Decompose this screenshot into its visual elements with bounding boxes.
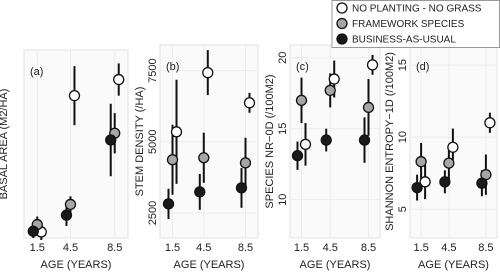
point [239, 157, 252, 169]
y-axis-title: STEM DENSITY (/HA) [134, 87, 146, 197]
y-tick-label: 20 [277, 52, 289, 64]
point [235, 182, 248, 194]
point [443, 157, 455, 169]
point [170, 126, 183, 138]
y-axis-title: BASAL AREA (M2/HA) [0, 89, 10, 200]
legend-marker [336, 33, 348, 45]
point [162, 198, 175, 210]
x-tick-label: 4.5 [323, 242, 338, 254]
point [328, 73, 340, 85]
x-axis-title: AGE (YEARS) [174, 259, 245, 271]
y-tick-label: 5000 [147, 130, 159, 154]
x-tick-label: 8.5 [478, 242, 493, 254]
point [295, 94, 308, 106]
legend-label: BUSINESS-AS-USUAL [352, 35, 456, 46]
point [411, 181, 423, 194]
point [166, 154, 179, 166]
y-tick-label: 7500 [147, 58, 159, 82]
y-axis-title: SPECIES NR−0D (/100M2) [264, 74, 276, 208]
point [194, 186, 206, 198]
x-axis-title: AGE (YEARS) [300, 259, 371, 271]
point [68, 90, 81, 102]
point [202, 66, 214, 79]
y-tick-label: 15 [397, 59, 409, 71]
point [60, 209, 73, 221]
point [324, 84, 336, 97]
x-tick-label: 8.5 [107, 242, 122, 254]
legend-marker [336, 17, 348, 30]
x-axis-title: AGE (YEARS) [41, 259, 112, 271]
point [243, 97, 256, 109]
x-tick-label: 8.5 [238, 242, 253, 254]
point [291, 150, 304, 162]
point [362, 101, 375, 114]
panel-label: (c) [296, 61, 309, 73]
point [358, 134, 371, 146]
point [439, 176, 451, 188]
point [484, 117, 496, 129]
point [299, 138, 312, 150]
point [415, 156, 427, 168]
x-tick-label: 1.5 [30, 242, 45, 254]
x-axis-title: AGE (YEARS) [418, 259, 489, 271]
point [320, 134, 332, 146]
x-tick-label: 1.5 [165, 242, 180, 254]
y-tick-label: 5 [397, 206, 409, 212]
panel-label: (d) [416, 61, 429, 73]
point [105, 134, 117, 146]
x-tick-label: 4.5 [63, 242, 78, 254]
legend-marker [336, 2, 348, 14]
point [64, 198, 77, 211]
legend-label: FRAMEWORK SPECIES [352, 19, 465, 30]
panel-label: (b) [166, 61, 179, 73]
x-tick-label: 1.5 [413, 242, 428, 254]
y-tick-label: 2500 [147, 201, 159, 225]
point [198, 152, 210, 164]
x-tick-label: 4.5 [441, 242, 456, 254]
point [366, 59, 379, 71]
legend-label: NO PLANTING - NO GRASS [352, 4, 482, 15]
x-tick-label: 1.5 [294, 242, 309, 254]
point [419, 176, 431, 188]
y-tick-label: 15 [277, 123, 289, 135]
x-tick-label: 8.5 [361, 242, 376, 254]
legend-box [331, 0, 500, 48]
point [447, 141, 459, 153]
y-tick-label: 10 [397, 131, 409, 143]
point [113, 73, 125, 86]
y-axis-title: SHANNON ENTROPY−1D (/100M2) [384, 52, 396, 231]
panel-label: (a) [30, 66, 43, 78]
x-tick-label: 4.5 [196, 242, 211, 254]
point [476, 177, 488, 189]
point [27, 225, 39, 237]
y-tick-label: 10 [277, 194, 289, 206]
